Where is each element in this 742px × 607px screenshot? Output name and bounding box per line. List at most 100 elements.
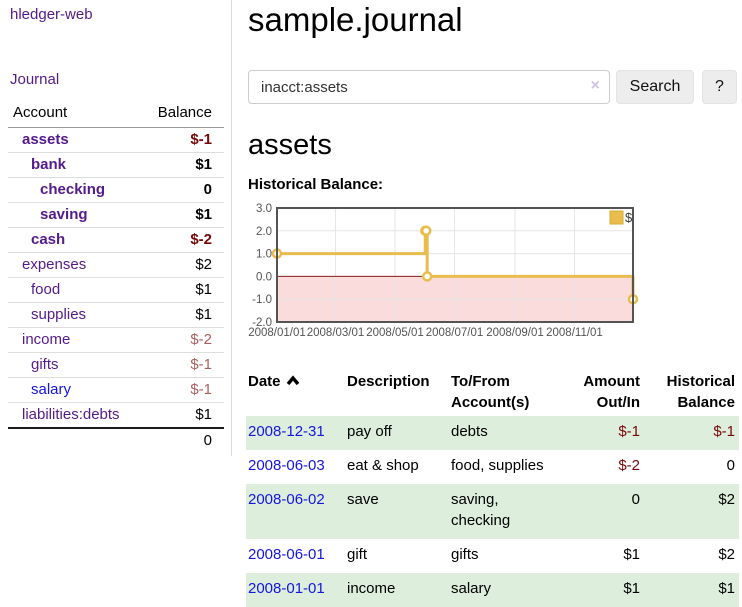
help-button[interactable]: ? xyxy=(702,70,737,104)
account-row: expenses $2 xyxy=(8,252,224,278)
transaction-balance: $2 xyxy=(718,491,735,508)
account-link[interactable]: salary xyxy=(31,381,72,398)
account-balance: $1 xyxy=(148,277,224,303)
account-row: liabilities:debts $1 xyxy=(8,402,224,428)
transaction-date-link[interactable]: 2008-12-31 xyxy=(248,423,325,440)
account-balance: $1 xyxy=(148,302,224,328)
brand-link[interactable]: hledger-web xyxy=(10,6,93,23)
account-row: gifts $-1 xyxy=(8,352,224,378)
account-balance: $-1 xyxy=(148,377,224,403)
x-axis-tick-label: 2008/05/01 xyxy=(366,327,424,339)
account-link[interactable]: income xyxy=(22,331,71,348)
transaction-description: eat & shop xyxy=(347,457,419,474)
account-link[interactable]: expenses xyxy=(22,256,87,273)
transaction-row: 2008-01-01 income salary $1 $1 xyxy=(246,573,739,607)
legend-label: $ xyxy=(625,210,633,225)
x-axis-tick-label: 2008/03/01 xyxy=(307,327,365,339)
transaction-amount: $1 xyxy=(623,580,640,597)
main-content: sample.journal × Search ? assets Histori… xyxy=(246,0,742,607)
accounts-total-value: 0 xyxy=(8,427,224,453)
transaction-row: 2008-12-31 pay off debts $-1 $-1 xyxy=(246,416,739,450)
transaction-accounts: food, supplies xyxy=(451,457,544,474)
y-axis-tick-label: -2.0 xyxy=(252,317,272,329)
account-balance: $-2 xyxy=(148,327,224,353)
x-axis-tick-label: 2008/07/01 xyxy=(426,327,484,339)
search-form: × Search ? xyxy=(248,70,742,104)
account-link[interactable]: checking xyxy=(40,181,106,198)
y-axis-tick-label: 3.0 xyxy=(256,203,272,215)
account-balance: $1 xyxy=(148,402,224,428)
register-column-header: Amount Out/In xyxy=(583,373,640,411)
accounts-table: Account Balance assets $-1 bank $1 checking 0… xyxy=(8,102,224,453)
search-button[interactable]: Search xyxy=(616,70,694,104)
transaction-accounts: gifts xyxy=(451,546,479,563)
transaction-accounts: debts xyxy=(451,423,488,440)
register-column-header: Description xyxy=(347,373,430,390)
data-point-marker xyxy=(421,271,433,282)
account-row: supplies $1 xyxy=(8,302,224,328)
account-link[interactable]: gifts xyxy=(31,356,59,373)
transaction-description: pay off xyxy=(347,423,392,440)
transaction-amount: $-1 xyxy=(618,423,640,440)
y-axis-tick-label: 0.0 xyxy=(256,271,272,283)
search-input[interactable] xyxy=(248,70,610,104)
account-balance: $-1 xyxy=(148,127,224,153)
accounts-header-row: Account Balance xyxy=(8,102,224,128)
transaction-balance: $-1 xyxy=(713,423,735,440)
account-link[interactable]: bank xyxy=(31,156,67,173)
account-row: checking 0 xyxy=(8,177,224,203)
account-heading: assets xyxy=(248,129,332,161)
sidebar-item-journal[interactable]: Journal xyxy=(10,71,60,88)
account-row: income $-2 xyxy=(8,327,224,353)
account-row: cash $-2 xyxy=(8,227,224,253)
account-link[interactable]: liabilities:debts xyxy=(22,406,120,423)
transaction-date-link[interactable]: 2008-01-01 xyxy=(248,580,325,597)
account-link[interactable]: saving xyxy=(40,206,88,223)
transaction-row: 2008-06-01 gift gifts $1 $2 xyxy=(246,539,739,573)
chart-container: $3.0 2.0 1.0 0.0 -1.0 -2.0 2008/01/01 2008/03/0… xyxy=(248,202,742,352)
accounts-header-account: Account xyxy=(8,102,148,128)
page-title: sample.journal xyxy=(248,1,463,38)
transaction-row: 2008-06-03 eat & shop food, supplies $-2 0 xyxy=(246,450,739,484)
y-axis-tick-label: 2.0 xyxy=(256,226,272,238)
transaction-amount: $1 xyxy=(623,546,640,563)
sidebar: hledger-web Journal Account Balance asse… xyxy=(0,0,232,456)
account-row: food $1 xyxy=(8,277,224,303)
accounts-total-row: 0 xyxy=(8,427,224,453)
x-axis-tick-label: 2008/11/01 xyxy=(546,327,603,339)
account-link[interactable]: supplies xyxy=(31,306,87,323)
account-row: saving $1 xyxy=(8,202,224,228)
transaction-accounts: salary xyxy=(451,580,492,597)
account-balance: $1 xyxy=(148,152,224,178)
account-link[interactable]: food xyxy=(31,281,61,298)
transaction-amount: $-2 xyxy=(618,457,640,474)
transaction-date-link[interactable]: 2008-06-01 xyxy=(248,546,325,563)
clear-search-icon[interactable]: × xyxy=(590,77,600,94)
account-row: assets $-1 xyxy=(8,127,224,153)
account-link[interactable]: cash xyxy=(31,231,66,248)
account-link[interactable]: assets xyxy=(22,131,69,148)
transaction-date-link[interactable]: 2008-06-02 xyxy=(248,491,325,508)
account-balance: $-2 xyxy=(148,227,224,253)
account-balance: $-1 xyxy=(148,352,224,378)
account-balance: 0 xyxy=(148,177,224,203)
transaction-date-link[interactable]: 2008-06-03 xyxy=(248,457,325,474)
account-row: salary $-1 xyxy=(8,377,224,403)
register-column-header: Date xyxy=(246,370,345,416)
x-axis-tick-label: 2008/01/01 xyxy=(248,327,306,339)
legend-swatch xyxy=(609,210,624,225)
y-axis-tick-label: 1.0 xyxy=(256,249,272,261)
account-balance: $1 xyxy=(148,202,224,228)
transaction-description: income xyxy=(347,580,396,597)
transaction-accounts: saving, checking xyxy=(451,491,511,529)
register-column-header: To/From Account(s) xyxy=(451,373,530,411)
transaction-amount: 0 xyxy=(631,491,640,508)
x-axis-tick-label: 2008/09/01 xyxy=(486,327,544,339)
accounts-header-balance: Balance xyxy=(148,102,224,128)
register-column-header: Historical Balance xyxy=(666,373,735,411)
transaction-description: save xyxy=(347,491,379,508)
register-header-row: Date Description To/From Account(s) Amount Ou… xyxy=(246,370,739,416)
transaction-row: 2008-06-02 save saving, checking 0 $2 xyxy=(246,484,739,539)
transaction-balance: 0 xyxy=(726,457,735,474)
